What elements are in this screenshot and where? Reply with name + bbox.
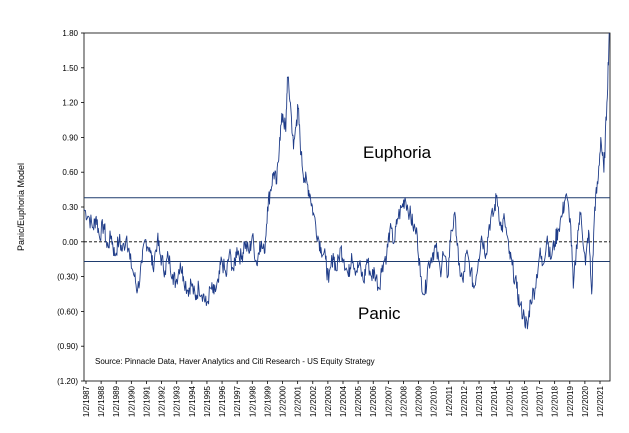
x-tick-label: 1/2/2007 [384,385,393,417]
x-tick-label: 1/2/2006 [369,385,378,417]
x-tick-label: 1/2/1988 [97,385,106,417]
x-tick-label: 1/2/1996 [218,385,227,417]
x-tick-label: 1/2/2015 [505,385,514,417]
y-tick-label: 1.20 [62,99,78,108]
x-tick-label: 1/2/2013 [475,385,484,417]
x-tick-label: 1/2/1999 [263,385,272,417]
y-tick-label: 0.00 [62,238,78,247]
x-tick-label: 1/2/2003 [324,385,333,417]
y-tick-label: (0.30) [57,273,78,282]
x-tick-label: 1/2/1991 [142,385,151,417]
x-tick-label: 1/2/1995 [203,385,212,417]
y-axis-ticks: 1.80 1.50 1.20 0.90 0.60 0.30 0.00 (0.30) (0.60)… [57,29,84,386]
y-tick-label: (0.90) [57,342,78,351]
x-tick-label: 1/2/2004 [339,385,348,417]
x-tick-label: 1/2/1994 [188,385,197,417]
y-tick-label: 0.90 [62,133,78,142]
x-tick-label: 1/2/2010 [430,385,439,417]
x-tick-label: 1/2/2005 [354,385,363,417]
x-tick-label: 1/2/2001 [294,385,303,417]
plot-area-border [83,32,611,382]
x-tick-label: 1/2/1998 [248,385,257,417]
source-note: Source: Pinnacle Data, Haver Analytics a… [95,357,375,366]
y-tick-label: (0.60) [57,307,78,316]
x-tick-label: 1/2/2020 [581,385,590,417]
series-line [83,32,610,330]
x-tick-label: 1/2/1997 [233,385,242,417]
x-tick-label: 1/2/1989 [112,385,121,417]
x-tick-label: 1/2/2021 [596,385,605,417]
euphoria-label: Euphoria [363,143,432,162]
y-axis-title: Panic/Euphoria Model [16,163,26,251]
y-tick-label: 1.80 [62,29,78,38]
x-tick-label: 1/2/2009 [415,385,424,417]
x-tick-label: 1/2/2018 [551,385,560,417]
x-axis-ticks: 1/2/1987 1/2/1988 1/2/1989 1/2/1990 1/2/1991… [82,381,605,417]
reference-lines [84,197,610,263]
x-tick-label: 1/2/1987 [82,385,91,417]
x-tick-label: 1/2/2014 [490,385,499,417]
series-group [83,32,610,330]
x-tick-label: 1/2/2008 [399,385,408,417]
x-tick-label: 1/2/2002 [309,385,318,417]
y-tick-label: 0.30 [62,203,78,212]
x-tick-label: 1/2/2000 [279,385,288,417]
y-tick-label: (1.20) [57,377,78,386]
y-tick-label: 0.60 [62,168,78,177]
x-tick-label: 1/2/2017 [536,385,545,417]
x-tick-label: 1/2/2011 [445,385,454,416]
x-tick-label: 1/2/2016 [520,385,529,417]
x-tick-label: 1/2/2012 [460,385,469,417]
x-tick-label: 1/2/1993 [173,385,182,417]
y-axis-title-group: Panic/Euphoria Model [16,163,26,251]
panic-label: Panic [358,304,401,323]
y-tick-label: 1.50 [62,64,78,73]
x-tick-label: 1/2/2019 [566,385,575,417]
x-tick-label: 1/2/1990 [127,385,136,417]
x-tick-label: 1/2/1992 [158,385,167,417]
